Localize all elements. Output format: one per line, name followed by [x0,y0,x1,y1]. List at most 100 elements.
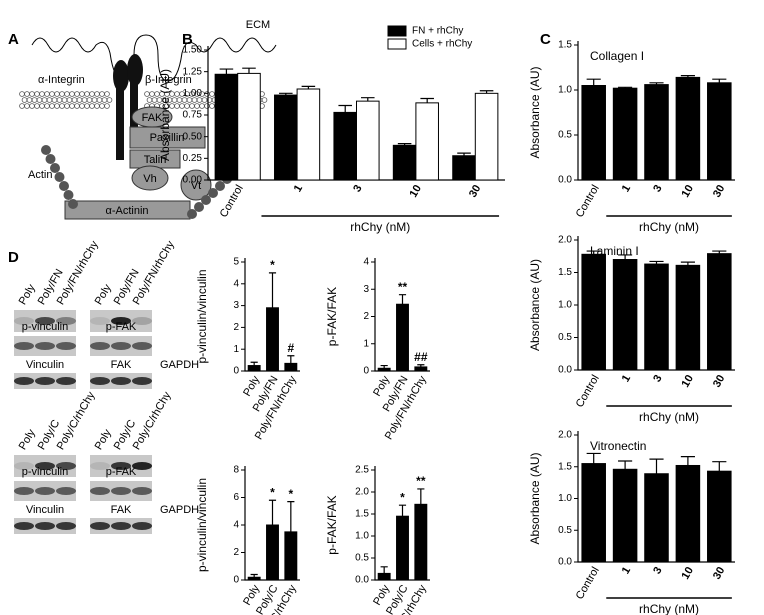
lipid [179,103,185,109]
lipid [74,103,80,109]
bar [266,524,279,581]
x-tick-label: 1 [620,565,633,576]
bar [675,464,701,563]
lipid [174,103,180,109]
lane-label: Poly [17,282,38,307]
y-tick-label: 5 [233,257,239,268]
lipid [54,91,60,97]
bar [396,303,409,372]
y-tick-label: 0 [233,575,239,586]
group-label: rhChy (nM) [639,602,699,615]
lipid [94,91,100,97]
error-bar [649,458,664,474]
bar [581,85,606,181]
bar [333,111,358,181]
actin-bead [201,195,211,205]
error-bar [586,78,601,86]
bar [612,259,638,371]
x-tick-label: 3 [651,565,664,576]
row-label: p-vinculin [22,321,68,333]
bar [377,367,391,372]
panel-label: C [540,31,551,48]
blot-band [90,522,110,530]
lipid [204,103,210,109]
adhesion-diagram: ECM α-Integrin β-Integrin FAK Paxillin T… [19,19,277,220]
bar [581,463,606,563]
lipid [171,97,178,103]
blot-band [111,487,131,495]
blot-band [35,342,55,350]
error-bar [649,82,664,85]
error-bar [250,361,258,366]
x-tick-label: Control [574,565,602,602]
y-tick-label: 1.50 [183,45,203,56]
bar [612,468,638,563]
blot-band [35,487,55,495]
label: Vt [191,180,201,192]
annotation: * [400,490,405,504]
x-tick-label: 1 [620,373,633,384]
alpha-integrin [116,85,124,160]
chart-title: Vitronectin [590,439,646,453]
y-tick-label: 4 [363,257,369,268]
lipid [89,103,95,109]
lipid [66,97,73,103]
error-bar [250,573,258,578]
error-bar [457,152,471,156]
lipid [59,103,65,109]
error-bar [338,104,352,113]
bar [707,470,732,563]
error-bar [242,67,256,74]
lipid [86,97,93,103]
lipid [144,91,150,97]
bar [274,94,298,181]
y-tick-label: 1.0 [558,493,572,504]
blot-band [35,317,55,325]
lipid [34,103,40,109]
actin-bead [215,181,225,191]
lipid [39,91,45,97]
lipid [176,97,183,103]
actin-bead [68,199,78,209]
blot-band [56,377,76,385]
lipid [51,97,58,103]
error-bar [420,97,434,103]
row-label: FAK [111,359,132,371]
actin-bead [194,202,204,212]
actin-bead [208,188,218,198]
bar [452,155,476,181]
y-tick-label: 1.5 [558,267,572,278]
error-bar [618,460,633,470]
blot-band [111,522,131,530]
lipid [189,103,195,109]
lipid [76,97,83,103]
x-tick-label: 10 [679,565,696,582]
y-tick-label: 2.0 [558,430,572,441]
error-bar [479,90,494,94]
annotation: * [288,487,293,501]
row-label: FAK [111,504,132,516]
panel-label: A [8,31,19,48]
y-tick-label: 0.5 [558,130,572,141]
label: Talin [144,154,167,166]
lipid [31,97,38,103]
y-tick-label: 1.00 [183,88,203,99]
lipid [69,103,75,109]
blot-band [14,377,34,385]
row-label: p-FAK [106,321,137,333]
actin-bead [41,145,51,155]
lipid [49,103,55,109]
blot-band [132,462,152,470]
blot-band [132,317,152,325]
error-bar [586,452,601,464]
y-tick-label: 0.5 [558,332,572,343]
legend-swatch [387,38,407,50]
x-tick-label: 30 [711,183,728,200]
y-tick-label: 0.0 [558,557,572,568]
panel-label: D [8,249,19,266]
y-tick-label: 0.00 [183,175,203,186]
blot-band [14,462,34,470]
lipid [71,97,78,103]
legend-label: FN + rhChy [412,26,463,37]
